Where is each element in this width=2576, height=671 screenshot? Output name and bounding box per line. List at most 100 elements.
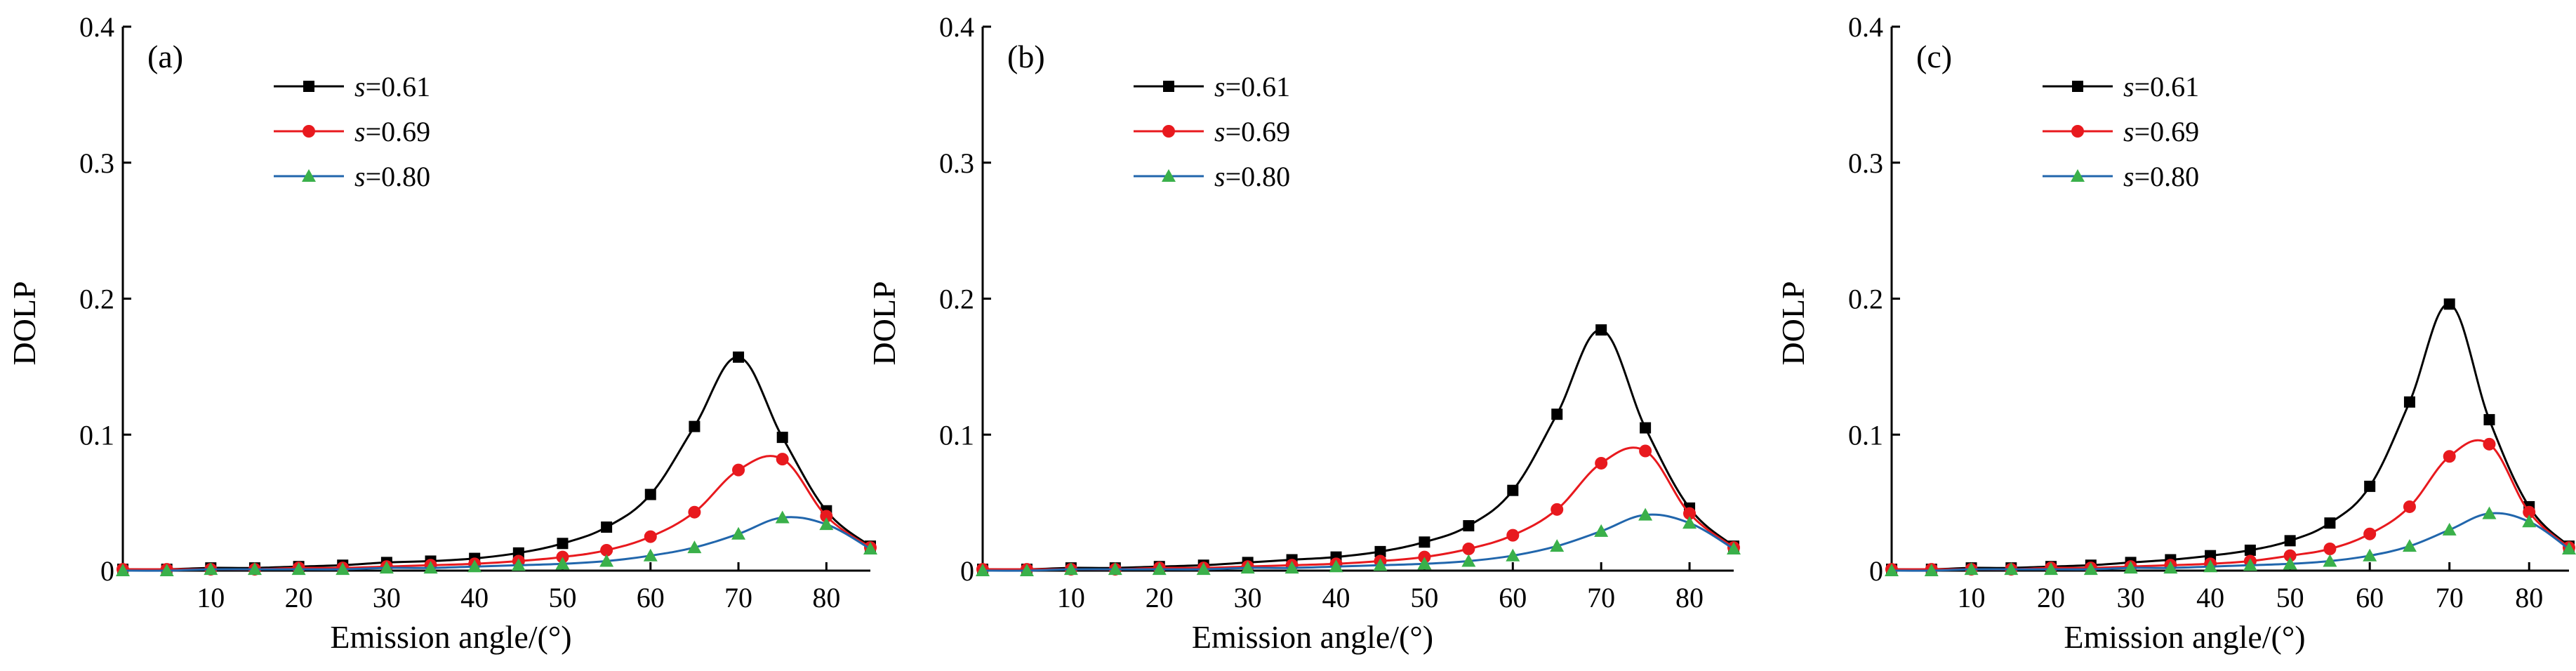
legend-variable: s <box>354 161 366 192</box>
legend-label: s=0.80 <box>1214 161 1290 192</box>
data-point <box>1373 558 1388 571</box>
data-point <box>2522 514 2537 528</box>
legend-value: =0.69 <box>366 116 431 147</box>
x-tick-label: 10 <box>1958 582 1986 613</box>
data-point <box>2243 558 2257 571</box>
data-point <box>600 543 613 557</box>
x-tick-label: 20 <box>2037 582 2065 613</box>
series-line <box>982 328 1734 571</box>
data-point <box>731 526 746 540</box>
data-point <box>1924 564 1939 576</box>
data-point <box>2044 562 2059 576</box>
legend-marker <box>1162 125 1175 138</box>
legend-variable: s <box>2123 161 2135 192</box>
data-point <box>423 561 438 574</box>
data-point <box>1551 503 1564 516</box>
data-point <box>1506 529 1520 542</box>
legend-marker <box>303 81 314 92</box>
legend-value: =0.61 <box>1226 71 1291 102</box>
legend-value: =0.80 <box>2135 161 2200 192</box>
data-point <box>2324 517 2336 529</box>
data-point <box>1419 536 1430 548</box>
y-tick-label: 0.2 <box>939 284 974 315</box>
data-point <box>644 489 656 500</box>
x-tick-label: 40 <box>2196 582 2224 613</box>
data-point <box>775 510 790 524</box>
data-point <box>2283 557 2297 570</box>
x-tick-label: 70 <box>724 582 752 613</box>
data-point <box>689 420 701 432</box>
data-point <box>467 559 482 573</box>
y-axis-title: DOLP <box>6 281 42 365</box>
data-point <box>1595 324 1607 336</box>
legend-marker <box>1162 169 1176 182</box>
y-tick-label: 0.3 <box>79 147 114 179</box>
x-tick-label: 30 <box>1234 582 1262 613</box>
data-point <box>2364 480 2376 492</box>
data-point <box>1640 422 1652 434</box>
data-point <box>643 548 658 562</box>
data-point <box>1019 564 1034 576</box>
data-point <box>2163 561 2178 574</box>
panel-label: (c) <box>1916 39 1952 74</box>
data-point <box>732 463 745 477</box>
legend-marker <box>1163 81 1174 92</box>
data-point <box>2203 559 2218 573</box>
data-point <box>1240 561 1255 574</box>
data-point <box>776 453 789 466</box>
data-point <box>2323 543 2337 555</box>
data-point <box>733 351 745 363</box>
panel-label: (a) <box>147 39 183 74</box>
data-point <box>2482 506 2497 519</box>
y-axis-title: DOLP <box>866 281 902 365</box>
data-point <box>1196 562 1211 576</box>
legend-variable: s <box>2123 116 2135 147</box>
data-point <box>159 564 174 576</box>
y-tick-label: 0.3 <box>939 147 974 179</box>
data-point <box>1682 516 1697 529</box>
legend-marker <box>303 125 315 138</box>
data-point <box>687 540 702 554</box>
x-tick-label: 40 <box>460 582 489 613</box>
data-point <box>819 517 834 531</box>
data-point <box>1108 562 1122 576</box>
x-tick-label: 10 <box>197 582 225 613</box>
data-point <box>2004 562 2019 576</box>
data-point <box>2443 450 2456 463</box>
legend-label: s=0.61 <box>2123 71 2199 102</box>
data-point <box>1374 545 1386 557</box>
x-tick-label: 20 <box>285 582 313 613</box>
data-point <box>2523 505 2536 519</box>
panel-c: 0 0.1 0.2 0.3 0.4 10 20 30 40 50 60 70 80 Emission an… <box>1775 11 2576 655</box>
data-point <box>379 561 394 574</box>
data-point <box>2402 539 2417 552</box>
legend-variable: s <box>2123 71 2135 102</box>
data-point <box>820 510 833 523</box>
data-point <box>2283 549 2297 562</box>
legend-variable: s <box>1214 116 1226 147</box>
data-point <box>2562 542 2576 554</box>
y-tick-label: 0.4 <box>1848 11 1883 43</box>
x-tick-label: 50 <box>2276 582 2304 613</box>
data-point <box>1964 562 1979 576</box>
y-tick-label: 0.4 <box>79 11 114 43</box>
data-point <box>2363 527 2377 540</box>
legend-value: =0.69 <box>1226 116 1291 147</box>
legend-value: =0.80 <box>366 161 431 192</box>
y-tick-label: 0.1 <box>939 419 974 451</box>
x-tick-label: 80 <box>812 582 840 613</box>
data-point <box>1462 543 1475 555</box>
series-line <box>123 455 871 571</box>
data-point <box>2483 437 2496 451</box>
series-line <box>1892 439 2570 571</box>
x-tick-label: 60 <box>2356 582 2384 613</box>
data-point <box>1506 548 1520 562</box>
data-point <box>2244 544 2256 556</box>
legend-value: =0.61 <box>2135 71 2200 102</box>
legend-variable: s <box>1214 71 1226 102</box>
legend-value: =0.61 <box>366 71 431 102</box>
panel-a: 0 0.1 0.2 0.3 0.4 10 20 30 40 50 60 70 80 Emission an… <box>6 11 877 655</box>
x-tick-label: 20 <box>1146 582 1174 613</box>
y-tick-label: 0.1 <box>79 419 114 451</box>
x-tick-label: 80 <box>2515 582 2543 613</box>
